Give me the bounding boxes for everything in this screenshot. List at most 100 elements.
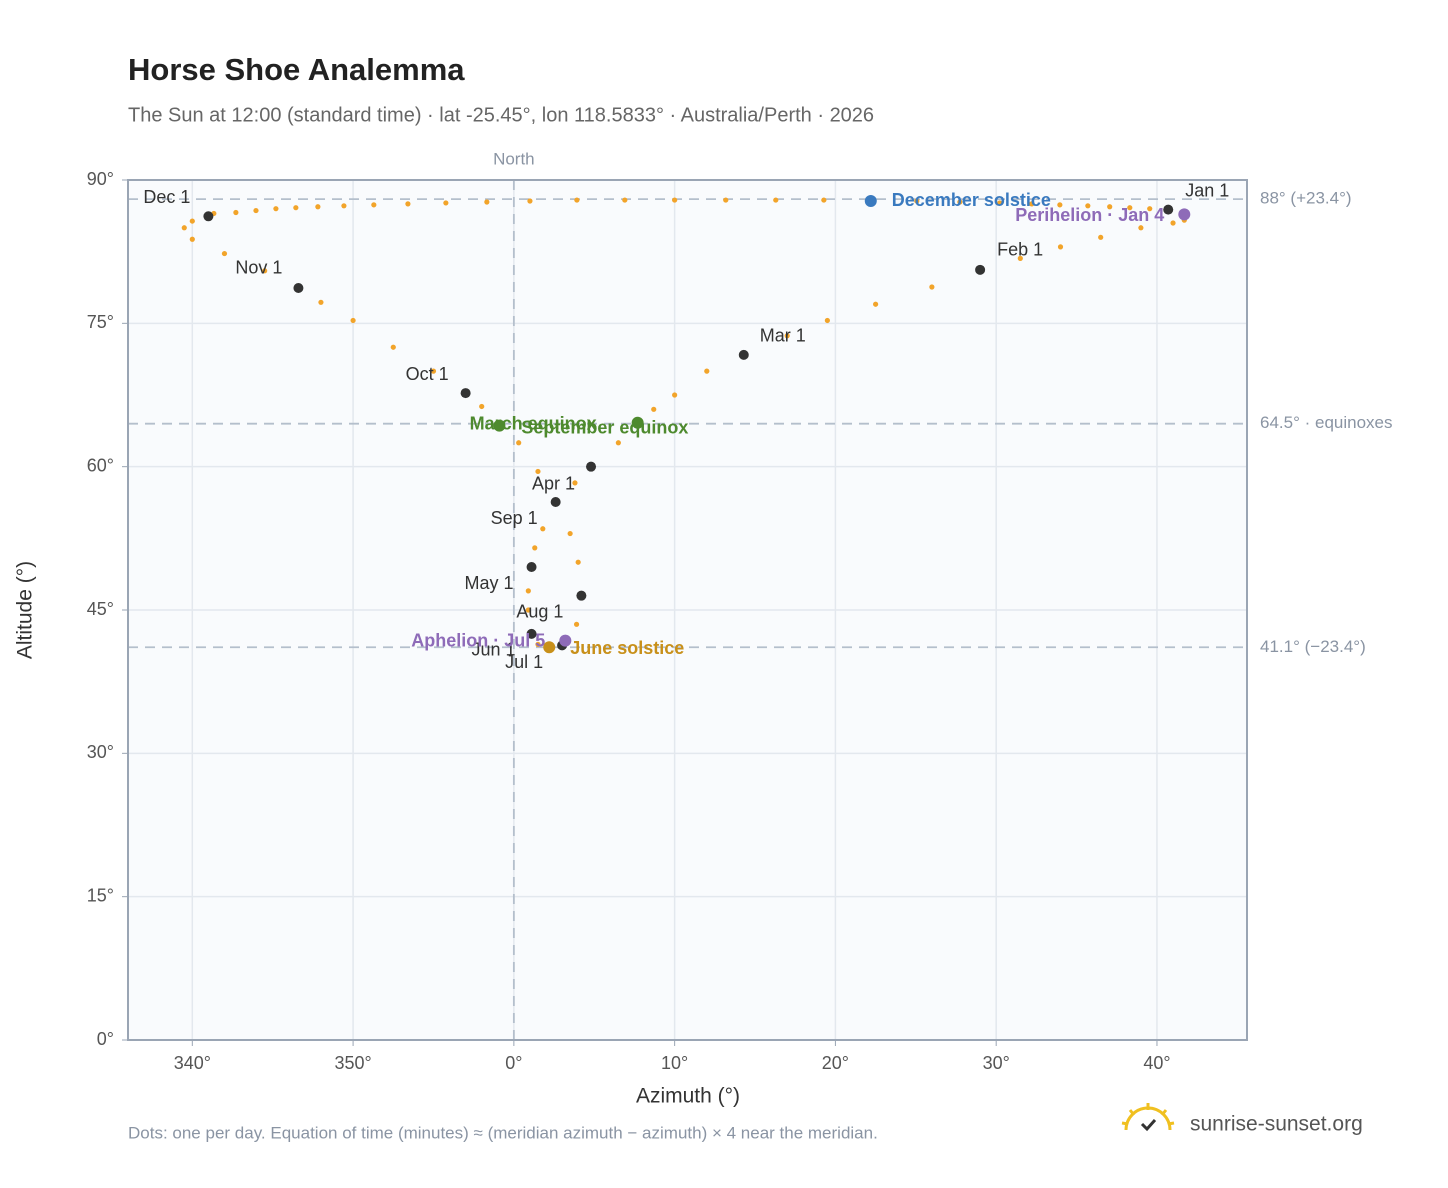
event-marker <box>559 634 572 647</box>
month-label: Dec 1 <box>143 187 190 207</box>
month-label: Apr 1 <box>532 473 575 493</box>
day-dot <box>1057 244 1064 250</box>
x-tick-label: 340° <box>174 1053 211 1073</box>
month-label: May 1 <box>465 573 514 593</box>
day-dot <box>341 203 347 209</box>
month-marker <box>975 264 986 275</box>
day-dot <box>574 197 580 203</box>
event-marker <box>493 419 506 432</box>
day-dot <box>821 197 827 203</box>
day-dot <box>535 468 541 475</box>
month-label: Oct 1 <box>406 364 449 384</box>
day-dot <box>221 250 228 257</box>
north-label: North <box>493 149 535 168</box>
reference-label: 64.5° · equinoxes <box>1260 413 1393 432</box>
day-dot <box>484 199 490 205</box>
day-dot <box>525 588 531 594</box>
day-dot <box>189 218 195 224</box>
day-dot <box>572 480 578 486</box>
month-marker <box>1163 204 1174 215</box>
x-axis-label: Azimuth (°) <box>636 1085 740 1108</box>
month-label: Sep 1 <box>491 508 538 528</box>
y-tick-label: 75° <box>87 312 114 332</box>
event-label: September equinox <box>521 417 688 437</box>
y-tick-label: 30° <box>87 742 114 762</box>
day-dot <box>443 200 449 206</box>
day-dot <box>1098 234 1104 240</box>
month-marker <box>550 497 561 508</box>
y-axis-label: Altitude (°) <box>14 561 37 659</box>
day-dot <box>1057 202 1063 208</box>
reference-label: 41.1° (−23.4°) <box>1260 637 1366 656</box>
day-dot <box>575 559 581 565</box>
plot-frame <box>127 179 1248 1041</box>
day-dot <box>1147 206 1153 212</box>
day-dot <box>773 197 779 203</box>
month-label: Feb 1 <box>997 240 1043 260</box>
day-dot <box>350 317 356 324</box>
month-marker <box>738 349 749 360</box>
day-dot <box>997 200 1003 206</box>
day-dot <box>535 641 541 648</box>
day-dot <box>293 205 299 211</box>
day-dot <box>672 392 678 398</box>
x-tick-label: 0° <box>505 1053 522 1073</box>
day-dot <box>704 368 710 374</box>
day-dot <box>390 344 396 350</box>
day-dot <box>253 207 259 214</box>
day-dot <box>181 225 187 231</box>
day-dot <box>651 406 657 412</box>
event-label: Aphelion · Jul 5 <box>411 630 545 650</box>
reference-label: 88° (+23.4°) <box>1260 189 1352 208</box>
day-dot <box>824 317 830 324</box>
x-tick-label: 30° <box>983 1053 1010 1073</box>
chart-subtitle: The Sun at 12:00 (standard time) · lat -… <box>128 104 874 126</box>
month-marker <box>203 211 214 222</box>
day-dot <box>315 204 321 210</box>
day-dot <box>672 197 678 203</box>
month-label: Jul 1 <box>505 652 543 672</box>
day-dot <box>622 197 628 203</box>
month-label: Jun 1 <box>472 640 516 660</box>
month-label: Mar 1 <box>760 326 806 346</box>
day-dot <box>430 368 437 374</box>
day-dot <box>318 299 324 305</box>
month-marker <box>576 590 587 601</box>
month-marker <box>460 388 471 399</box>
event-marker <box>1178 208 1191 221</box>
event-label: Perihelion · Jan 4 <box>1015 205 1164 225</box>
day-dot <box>784 333 790 339</box>
y-tick-label: 0° <box>97 1029 114 1049</box>
day-dot <box>1138 225 1144 231</box>
y-tick-label: 90° <box>87 169 114 189</box>
day-dot <box>567 530 573 537</box>
month-label: Jan 1 <box>1185 180 1229 200</box>
x-tick-label: 20° <box>822 1053 849 1073</box>
x-tick-label: 350° <box>334 1053 371 1073</box>
month-marker <box>526 562 537 572</box>
event-marker <box>631 416 644 429</box>
day-dot <box>615 440 621 446</box>
brand: sunrise-sunset.org <box>1190 1113 1363 1136</box>
month-marker <box>586 461 597 472</box>
day-dot <box>1085 203 1091 209</box>
y-tick-label: 15° <box>87 885 114 905</box>
day-dot <box>1107 204 1113 210</box>
event-label: December solstice <box>892 190 1051 210</box>
month-label: Aug 1 <box>516 601 563 621</box>
brand-logo <box>1121 1103 1175 1132</box>
day-dot <box>532 545 538 551</box>
month-marker <box>526 628 537 639</box>
month-marker <box>293 282 304 293</box>
day-dot <box>1029 201 1035 207</box>
day-dot <box>914 198 920 204</box>
day-dot <box>525 607 531 613</box>
footnote: Dots: one per day. Equation of time (min… <box>128 1123 878 1142</box>
day-dot <box>233 209 239 216</box>
chart-title: Horse Shoe Analemma <box>128 52 465 87</box>
day-dot <box>405 201 411 207</box>
day-dot <box>189 236 195 242</box>
day-dot <box>873 301 879 307</box>
day-dot <box>540 526 546 532</box>
